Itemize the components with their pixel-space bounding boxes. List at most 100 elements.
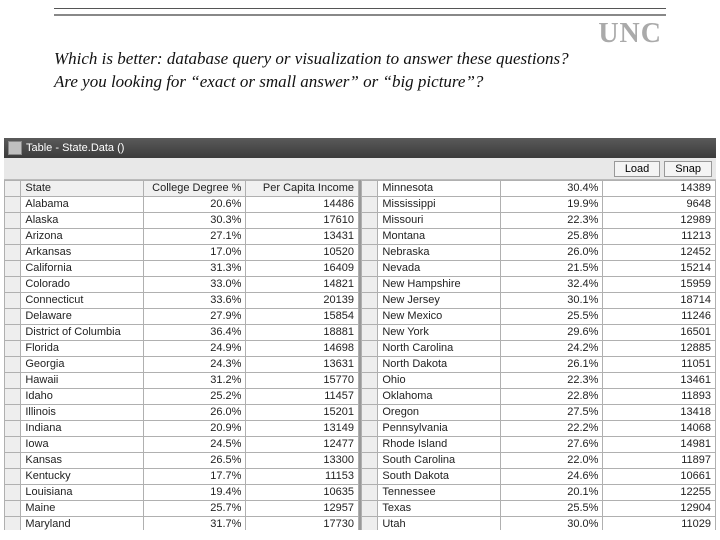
table-row[interactable]: Alabama20.6%14486: [5, 197, 359, 213]
row-gutter[interactable]: [5, 485, 21, 501]
row-gutter[interactable]: [5, 245, 21, 261]
row-gutter[interactable]: [5, 261, 21, 277]
row-gutter[interactable]: [362, 341, 378, 357]
row-gutter[interactable]: [362, 309, 378, 325]
row-gutter[interactable]: [362, 277, 378, 293]
table-row[interactable]: Maryland31.7%17730: [5, 517, 359, 531]
row-gutter[interactable]: [5, 421, 21, 437]
col-degree[interactable]: College Degree %: [144, 181, 246, 197]
table-row[interactable]: District of Columbia36.4%18881: [5, 325, 359, 341]
table-row[interactable]: California31.3%16409: [5, 261, 359, 277]
table-row[interactable]: Missouri22.3%12989: [362, 213, 716, 229]
row-gutter[interactable]: [362, 469, 378, 485]
table-row[interactable]: Montana25.8%11213: [362, 229, 716, 245]
table-row[interactable]: Nebraska26.0%12452: [362, 245, 716, 261]
table-row[interactable]: Hawaii31.2%15770: [5, 373, 359, 389]
table-row[interactable]: Minnesota30.4%14389: [362, 181, 716, 197]
row-gutter[interactable]: [362, 229, 378, 245]
row-gutter[interactable]: [362, 245, 378, 261]
cell-state: Oklahoma: [378, 389, 501, 405]
row-gutter[interactable]: [362, 261, 378, 277]
row-gutter[interactable]: [5, 325, 21, 341]
row-gutter[interactable]: [362, 293, 378, 309]
table-row[interactable]: Alaska30.3%17610: [5, 213, 359, 229]
table-row[interactable]: Utah30.0%11029: [362, 517, 716, 531]
cell-degree: 33.6%: [144, 293, 246, 309]
row-gutter[interactable]: [362, 373, 378, 389]
table-row[interactable]: South Carolina22.0%11897: [362, 453, 716, 469]
table-row[interactable]: Rhode Island27.6%14981: [362, 437, 716, 453]
row-gutter[interactable]: [5, 501, 21, 517]
table-row[interactable]: North Dakota26.1%11051: [362, 357, 716, 373]
table-row[interactable]: Indiana20.9%13149: [5, 421, 359, 437]
row-gutter[interactable]: [362, 437, 378, 453]
row-gutter[interactable]: [5, 213, 21, 229]
cell-income: 12452: [603, 245, 716, 261]
slide-question: Which is better: database query or visua…: [54, 48, 666, 94]
table-row[interactable]: Iowa24.5%12477: [5, 437, 359, 453]
row-gutter[interactable]: [5, 197, 21, 213]
table-row[interactable]: Georgia24.3%13631: [5, 357, 359, 373]
table-row[interactable]: Kansas26.5%13300: [5, 453, 359, 469]
row-gutter[interactable]: [362, 501, 378, 517]
table-row[interactable]: Louisiana19.4%10635: [5, 485, 359, 501]
row-gutter[interactable]: [5, 517, 21, 531]
row-gutter[interactable]: [362, 421, 378, 437]
row-gutter[interactable]: [5, 309, 21, 325]
table-row[interactable]: Delaware27.9%15854: [5, 309, 359, 325]
cell-income: 11897: [603, 453, 716, 469]
table-row[interactable]: Arkansas17.0%10520: [5, 245, 359, 261]
table-row[interactable]: Idaho25.2%11457: [5, 389, 359, 405]
col-income[interactable]: Per Capita Income: [246, 181, 359, 197]
cell-income: 13149: [246, 421, 359, 437]
table-row[interactable]: New York29.6%16501: [362, 325, 716, 341]
table-row[interactable]: New Mexico25.5%11246: [362, 309, 716, 325]
row-gutter[interactable]: [362, 325, 378, 341]
table-row[interactable]: Maine25.7%12957: [5, 501, 359, 517]
table-row[interactable]: Pennsylvania22.2%14068: [362, 421, 716, 437]
load-button[interactable]: Load: [614, 161, 660, 177]
table-row[interactable]: Arizona27.1%13431: [5, 229, 359, 245]
table-row[interactable]: South Dakota24.6%10661: [362, 469, 716, 485]
table-row[interactable]: North Carolina24.2%12885: [362, 341, 716, 357]
table-row[interactable]: Colorado33.0%14821: [5, 277, 359, 293]
row-gutter[interactable]: [362, 213, 378, 229]
table-row[interactable]: Mississippi19.9%9648: [362, 197, 716, 213]
row-gutter[interactable]: [362, 453, 378, 469]
table-row[interactable]: New Jersey30.1%18714: [362, 293, 716, 309]
row-gutter[interactable]: [362, 389, 378, 405]
table-row[interactable]: Connecticut33.6%20139: [5, 293, 359, 309]
row-gutter[interactable]: [362, 181, 378, 197]
row-gutter[interactable]: [362, 485, 378, 501]
row-gutter[interactable]: [5, 437, 21, 453]
cell-degree: 30.1%: [501, 293, 603, 309]
row-gutter[interactable]: [5, 277, 21, 293]
row-gutter[interactable]: [5, 469, 21, 485]
row-gutter[interactable]: [362, 517, 378, 531]
table-row[interactable]: Illinois26.0%15201: [5, 405, 359, 421]
row-gutter[interactable]: [5, 293, 21, 309]
window-titlebar[interactable]: Table - State.Data (): [4, 138, 716, 158]
table-row[interactable]: Florida24.9%14698: [5, 341, 359, 357]
row-gutter[interactable]: [5, 229, 21, 245]
row-gutter[interactable]: [5, 405, 21, 421]
table-row[interactable]: Oregon27.5%13418: [362, 405, 716, 421]
row-gutter[interactable]: [362, 197, 378, 213]
table-row[interactable]: Kentucky17.7%11153: [5, 469, 359, 485]
table-row[interactable]: New Hampshire32.4%15959: [362, 277, 716, 293]
row-gutter[interactable]: [362, 405, 378, 421]
col-state[interactable]: State: [21, 181, 144, 197]
row-gutter[interactable]: [362, 357, 378, 373]
row-gutter[interactable]: [5, 389, 21, 405]
table-row[interactable]: Tennessee20.1%12255: [362, 485, 716, 501]
row-gutter[interactable]: [5, 373, 21, 389]
snap-button[interactable]: Snap: [664, 161, 712, 177]
table-row[interactable]: Oklahoma22.8%11893: [362, 389, 716, 405]
table-row[interactable]: Texas25.5%12904: [362, 501, 716, 517]
row-gutter[interactable]: [5, 341, 21, 357]
table-row[interactable]: Ohio22.3%13461: [362, 373, 716, 389]
row-gutter[interactable]: [5, 453, 21, 469]
table-row[interactable]: Nevada21.5%15214: [362, 261, 716, 277]
row-gutter[interactable]: [5, 357, 21, 373]
cell-degree: 31.2%: [144, 373, 246, 389]
